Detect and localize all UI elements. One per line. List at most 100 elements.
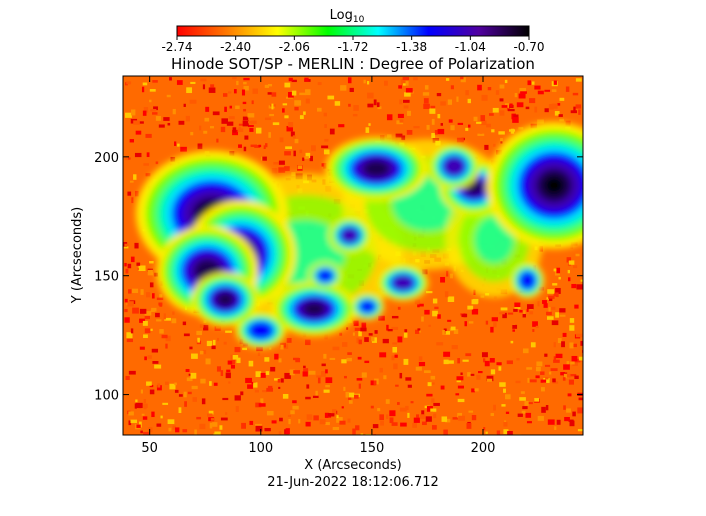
speckle (305, 98, 310, 104)
speckle (268, 83, 273, 87)
speckle (210, 84, 215, 88)
speckle (225, 330, 232, 333)
speckle (159, 302, 163, 307)
speckle (143, 399, 147, 404)
speckle (133, 174, 137, 180)
speckle (568, 419, 574, 422)
speckle (569, 325, 575, 331)
speckle (126, 81, 132, 85)
speckle (522, 406, 528, 410)
speckle (569, 318, 575, 323)
speckle (288, 122, 294, 128)
speckle (302, 157, 305, 161)
x-tick-label: 50 (141, 441, 158, 456)
speckle (376, 102, 380, 108)
speckle (566, 361, 570, 366)
speckle (156, 423, 162, 427)
speckle (167, 122, 171, 126)
speckle (547, 419, 555, 425)
speckle (262, 390, 268, 393)
speckle (503, 429, 509, 435)
speckle (548, 371, 552, 375)
speckle (152, 360, 159, 364)
speckle (270, 366, 276, 372)
speckle (207, 413, 213, 417)
speckle (506, 105, 510, 111)
speckle (178, 394, 183, 397)
speckle (467, 372, 471, 377)
speckle (448, 119, 453, 123)
y-tick-label: 200 (94, 151, 119, 166)
speckle (571, 355, 578, 362)
speckle (196, 330, 203, 336)
speckle (189, 99, 197, 104)
speckle (569, 420, 575, 427)
speckle (421, 421, 427, 426)
speckle (553, 80, 557, 85)
speckle (433, 413, 437, 419)
speckle (303, 368, 309, 372)
speckle (544, 353, 548, 357)
speckle (572, 360, 578, 366)
plot-frame (122, 75, 584, 436)
speckle (143, 107, 149, 113)
speckle (286, 96, 293, 99)
speckle (243, 77, 250, 81)
speckle (352, 428, 356, 435)
speckle (220, 417, 228, 421)
speckle (263, 145, 266, 150)
speckle (490, 326, 494, 333)
speckle (292, 135, 296, 139)
speckle (426, 124, 430, 130)
speckle (555, 292, 559, 298)
speckle (232, 355, 239, 360)
speckle (169, 383, 176, 390)
speckle (544, 108, 549, 113)
speckle (190, 372, 197, 379)
speckle (520, 391, 525, 394)
speckle (225, 412, 228, 415)
speckle (559, 314, 566, 317)
speckle (501, 404, 506, 407)
speckle (457, 412, 463, 418)
speckle (126, 338, 134, 343)
speckle (399, 119, 404, 123)
speckle (159, 294, 163, 300)
speckle (502, 312, 507, 319)
speckle (526, 308, 529, 312)
speckle (199, 350, 204, 355)
speckle (466, 422, 472, 429)
speckle (272, 122, 280, 126)
speckle (221, 118, 228, 124)
speckle (422, 269, 428, 275)
colorbar-tick-label: -0.70 (513, 40, 544, 54)
speckle (544, 89, 551, 92)
speckle (128, 157, 131, 160)
speckle (144, 328, 151, 334)
speckle (360, 433, 364, 435)
speckle (530, 342, 536, 348)
speckle (499, 382, 506, 387)
speckle (558, 276, 561, 280)
speckle (551, 89, 557, 93)
speckle (238, 126, 241, 131)
speckle (303, 111, 306, 115)
speckle (548, 104, 554, 110)
speckle (149, 99, 152, 103)
speckle (540, 371, 545, 375)
speckle (440, 385, 445, 390)
speckle (477, 84, 482, 91)
speckle (413, 126, 420, 129)
speckle (385, 399, 390, 404)
speckle (124, 156, 130, 161)
speckle (526, 304, 534, 310)
speckle (460, 372, 463, 375)
speckle (379, 367, 383, 373)
speckle (151, 411, 155, 418)
speckle (124, 309, 128, 313)
speckle (486, 123, 492, 128)
speckle (492, 107, 499, 113)
speckle (145, 292, 151, 298)
pore (216, 292, 235, 307)
speckle (339, 420, 346, 425)
